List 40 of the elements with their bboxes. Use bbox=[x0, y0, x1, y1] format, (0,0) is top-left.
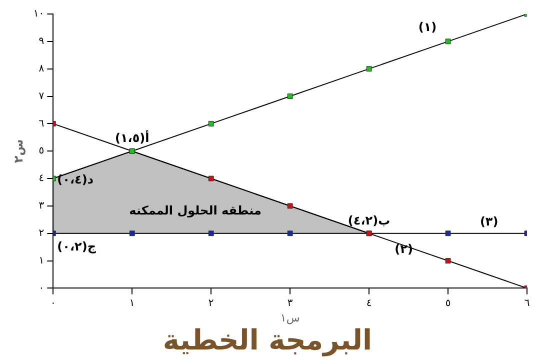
x-tick-label: ٠ bbox=[50, 298, 56, 309]
annotation: (٣) bbox=[480, 214, 498, 229]
point bbox=[129, 230, 135, 236]
point bbox=[287, 203, 293, 209]
point bbox=[445, 38, 451, 44]
annotation: ج(٠،٢) bbox=[57, 239, 96, 254]
point bbox=[366, 66, 372, 72]
point bbox=[287, 230, 293, 236]
y-tick-label: ٨ bbox=[38, 63, 45, 74]
annotation: (٢) bbox=[394, 242, 413, 256]
x-tick-label: ٦ bbox=[524, 298, 530, 309]
y-tick-label: ٣ bbox=[38, 200, 45, 212]
y-axis-title: س٢ bbox=[11, 139, 26, 164]
x-tick-label: ٤ bbox=[366, 298, 372, 309]
y-tick-label: ٢ bbox=[38, 228, 44, 239]
y-tick-label: ١٠ bbox=[33, 8, 44, 20]
annotation: منطقه الحلول الممكنه bbox=[129, 204, 262, 218]
text: البرمجة الخطية bbox=[162, 323, 372, 356]
x-tick-label: ٣ bbox=[287, 298, 294, 309]
point bbox=[445, 258, 451, 264]
annotation: ب(٤،٢) bbox=[348, 213, 390, 228]
x-tick-label: ٢ bbox=[208, 298, 214, 309]
y-tick-label: ١ bbox=[38, 255, 44, 266]
annotation: (١) bbox=[418, 20, 437, 34]
y-tick-label: ٦ bbox=[38, 118, 44, 130]
annotation: د(٠،٤) bbox=[57, 172, 94, 187]
y-tick-label: ٤ bbox=[38, 173, 44, 184]
x-axis-title: س١ bbox=[280, 312, 300, 325]
point bbox=[208, 120, 214, 126]
x-tick-label: ١ bbox=[129, 298, 135, 309]
x-tick-label: ٥ bbox=[445, 298, 451, 309]
y-tick-label: ٩ bbox=[38, 36, 44, 48]
y-tick-label: ٧ bbox=[38, 90, 45, 102]
y-tick-label: ٠ bbox=[38, 282, 44, 294]
point bbox=[208, 176, 214, 182]
annotation: أ(١،٥) bbox=[114, 130, 150, 146]
point bbox=[445, 230, 451, 236]
y-tick-label: ٥ bbox=[38, 146, 44, 157]
point bbox=[208, 230, 214, 236]
point bbox=[287, 94, 293, 99]
